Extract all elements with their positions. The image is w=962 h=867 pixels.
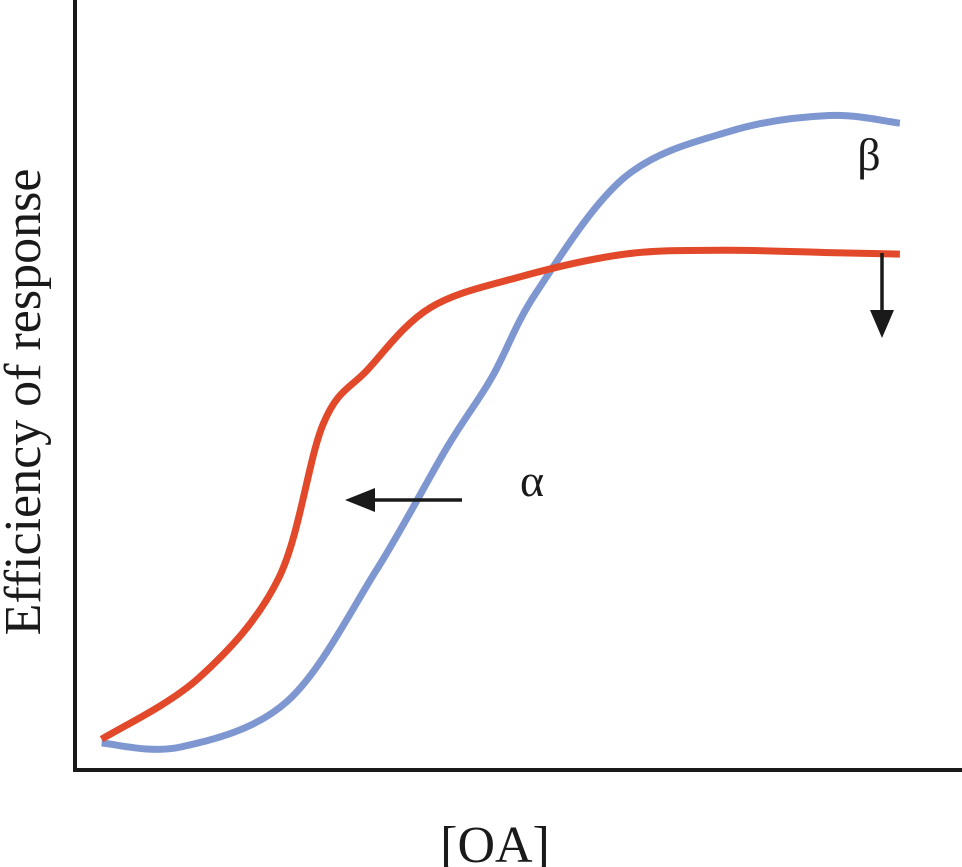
alpha-label: α (520, 455, 544, 506)
beta-label: β (857, 129, 880, 180)
y-axis-label: Efficiency of response (0, 169, 52, 636)
x-axis-label: [OA] (440, 817, 550, 867)
series-line-0 (101, 111, 901, 753)
series-line-1 (99, 246, 900, 743)
beta-annotation: β (857, 129, 894, 338)
beta-arrow-head (870, 310, 894, 338)
alpha-annotation: α (345, 455, 544, 512)
series-layer (99, 111, 901, 753)
alpha-arrow-head (345, 488, 375, 512)
